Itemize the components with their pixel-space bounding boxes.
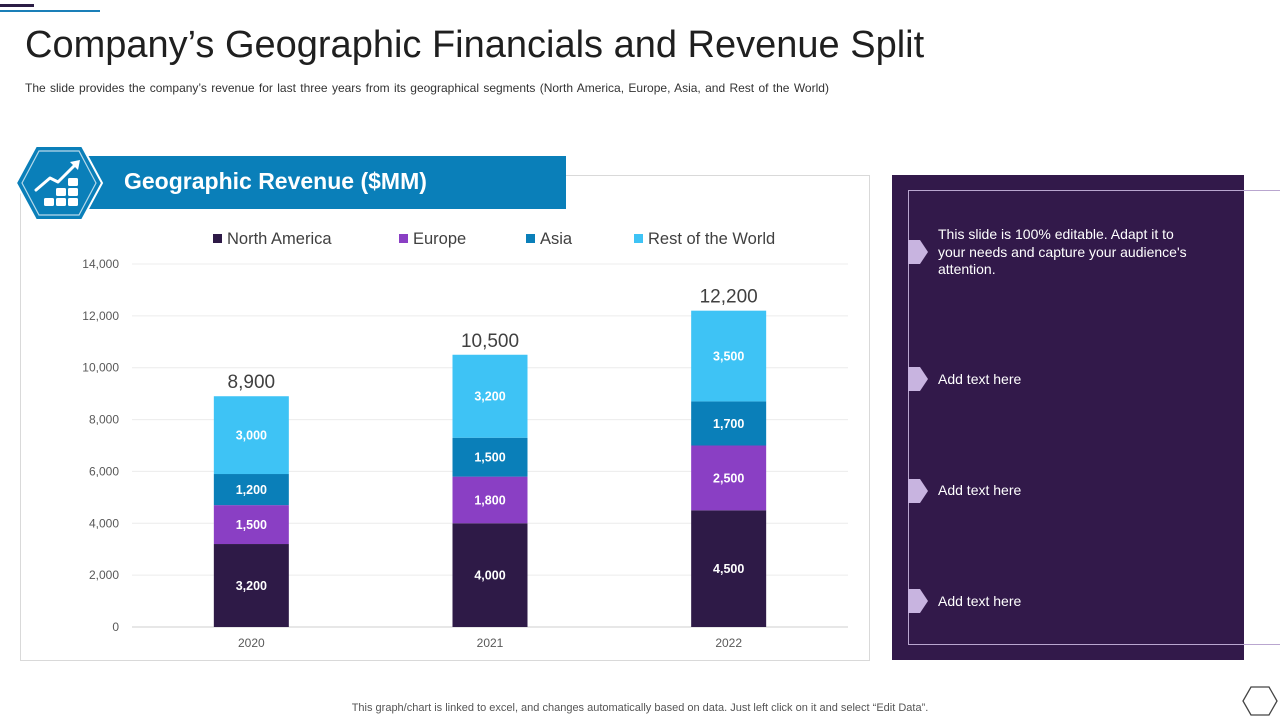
x-tick-label: 2020 [238,636,265,650]
notes-panel [892,175,1244,660]
legend-swatch-north-america [213,234,222,243]
bar-europe-2021 [452,476,528,524]
data-label: 2,500 [713,471,744,485]
y-tick-label: 4,000 [89,516,119,530]
footnote: This graph/chart is linked to excel, and… [351,702,929,714]
chevron-marker-icon [908,240,928,264]
y-tick-label: 6,000 [89,464,119,478]
page-subtitle: The slide provides the company’s revenue… [25,81,829,95]
legend-label: Europe [413,230,466,248]
legend-swatch-asia [526,234,535,243]
data-label: 3,000 [236,429,267,443]
y-tick-label: 8,000 [89,413,119,427]
bar-asia-2021 [452,437,528,477]
page-title: Company’s Geographic Financials and Reve… [25,24,925,66]
data-label: 1,700 [713,417,744,431]
data-label: 1,500 [236,518,267,532]
stacked-bar-chart[interactable]: 0 2,000 4,000 6,000 8,000 10,000 12,000 14,000 3… [20,220,868,660]
data-label: 3,200 [236,579,267,593]
y-tick-label: 14,000 [82,257,119,271]
data-label: 4,500 [713,562,744,576]
growth-chart-icon [14,145,104,221]
bar-asia-2022 [691,401,767,446]
data-label: 1,800 [474,493,505,507]
chevron-marker-icon [908,589,928,613]
hexagon-outline-icon [1242,686,1278,716]
bar-europe-2022 [691,445,767,511]
y-tick-label: 12,000 [82,309,119,323]
legend-swatch-europe [399,234,408,243]
bar-north-america-2020 [213,544,289,627]
total-label: 10,500 [461,331,519,352]
legend-swatch-rest-of-the-world [634,234,643,243]
legend-label: North America [227,230,332,248]
notes-item-text: Add text here [938,371,1022,387]
accent-bar-blue [0,10,100,12]
y-tick-label: 2,000 [89,568,119,582]
chart-title-banner [58,156,566,209]
bar-north-america-2021 [452,523,528,627]
legend-label: Asia [540,230,573,248]
notes-panel-frame [908,190,1280,645]
y-tick-label: 0 [112,620,119,634]
notes-item-text: Add text here [938,593,1022,609]
chart-title: Geographic Revenue ($MM) [124,168,427,194]
total-label: 12,200 [700,287,758,308]
data-label: 3,200 [474,390,505,404]
chevron-marker-icon [908,479,928,503]
x-tick-label: 2021 [477,636,504,650]
y-tick-label: 10,000 [82,361,119,375]
data-label: 1,500 [474,451,505,465]
accent-bar-dark [0,4,34,7]
data-label: 3,500 [713,350,744,364]
bar-asia-2020 [213,474,289,506]
legend-label: Rest of the World [648,230,775,248]
data-label: 4,000 [474,569,505,583]
x-tick-label: 2022 [715,636,742,650]
bar-rest-of-the-world-2020 [213,396,289,475]
bar-rest-of-the-world-2021 [452,354,528,438]
bar-europe-2020 [213,505,289,545]
bar-rest-of-the-world-2022 [691,310,767,402]
chevron-marker-icon [908,367,928,391]
total-label: 8,900 [228,372,276,393]
data-label: 1,200 [236,483,267,497]
notes-item-text: Add text here [938,482,1022,498]
notes-item-text: This slide is 100% editable. Adapt it to… [938,226,1187,277]
bar-north-america-2022 [691,510,767,627]
